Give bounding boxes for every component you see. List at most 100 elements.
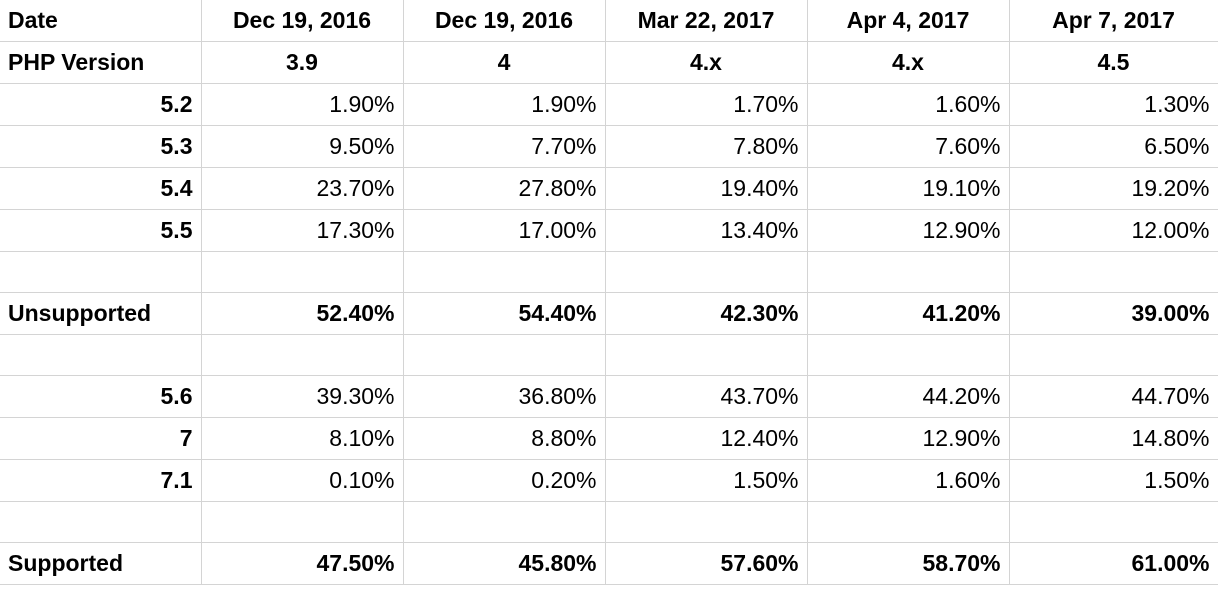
value-cell[interactable]: 0.20%: [403, 459, 606, 502]
value-cell[interactable]: 12.40%: [605, 417, 808, 460]
empty-cell[interactable]: [605, 334, 808, 376]
empty-cell[interactable]: [605, 501, 808, 543]
header-row-php-version: PHP Version 3.9 4 4.x 4.x 4.5: [0, 41, 1218, 84]
version-label-cell[interactable]: 7.1: [0, 459, 202, 502]
empty-cell[interactable]: [807, 251, 1010, 293]
value-cell[interactable]: 43.70%: [605, 375, 808, 418]
version-label-cell[interactable]: 5.5: [0, 209, 202, 252]
total-value-cell[interactable]: 39.00%: [1009, 292, 1218, 335]
version-row: 7.1 0.10% 0.20% 1.50% 1.60% 1.50%: [0, 459, 1218, 502]
total-row: Supported 47.50% 45.80% 57.60% 58.70% 61.00%: [0, 542, 1218, 585]
total-value-cell[interactable]: 41.20%: [807, 292, 1010, 335]
value-cell[interactable]: 39.30%: [201, 375, 404, 418]
empty-cell[interactable]: [807, 334, 1010, 376]
value-cell[interactable]: 8.10%: [201, 417, 404, 460]
empty-cell[interactable]: [403, 334, 606, 376]
value-cell[interactable]: 1.90%: [403, 83, 606, 126]
empty-cell[interactable]: [1009, 251, 1218, 293]
empty-cell[interactable]: [201, 334, 404, 376]
value-cell[interactable]: 1.50%: [605, 459, 808, 502]
header-cell[interactable]: Apr 4, 2017: [807, 0, 1010, 42]
total-value-cell[interactable]: 61.00%: [1009, 542, 1218, 585]
empty-cell[interactable]: [0, 501, 202, 543]
header-cell[interactable]: 4.x: [605, 41, 808, 84]
header-cell[interactable]: 3.9: [201, 41, 404, 84]
version-row: 5.6 39.30% 36.80% 43.70% 44.20% 44.70%: [0, 375, 1218, 418]
empty-cell[interactable]: [403, 251, 606, 293]
empty-cell[interactable]: [0, 334, 202, 376]
header-cell[interactable]: 4.5: [1009, 41, 1218, 84]
value-cell[interactable]: 1.30%: [1009, 83, 1218, 126]
empty-cell[interactable]: [0, 251, 202, 293]
header-row-date: Date Dec 19, 2016 Dec 19, 2016 Mar 22, 2017…: [0, 0, 1218, 42]
value-cell[interactable]: 19.40%: [605, 167, 808, 210]
empty-cell[interactable]: [1009, 334, 1218, 376]
empty-cell[interactable]: [807, 501, 1010, 543]
value-cell[interactable]: 19.10%: [807, 167, 1010, 210]
value-cell[interactable]: 6.50%: [1009, 125, 1218, 168]
value-cell[interactable]: 13.40%: [605, 209, 808, 252]
total-value-cell[interactable]: 54.40%: [403, 292, 606, 335]
header-cell[interactable]: Dec 19, 2016: [403, 0, 606, 42]
total-value-cell[interactable]: 57.60%: [605, 542, 808, 585]
value-cell[interactable]: 12.90%: [807, 417, 1010, 460]
empty-cell[interactable]: [201, 251, 404, 293]
value-cell[interactable]: 27.80%: [403, 167, 606, 210]
value-cell[interactable]: 17.30%: [201, 209, 404, 252]
empty-cell[interactable]: [1009, 501, 1218, 543]
total-value-cell[interactable]: 47.50%: [201, 542, 404, 585]
value-cell[interactable]: 14.80%: [1009, 417, 1218, 460]
version-label-cell[interactable]: 5.3: [0, 125, 202, 168]
value-cell[interactable]: 17.00%: [403, 209, 606, 252]
value-cell[interactable]: 12.00%: [1009, 209, 1218, 252]
total-label-cell[interactable]: Supported: [0, 542, 202, 585]
total-value-cell[interactable]: 42.30%: [605, 292, 808, 335]
total-value-cell[interactable]: 45.80%: [403, 542, 606, 585]
value-cell[interactable]: 12.90%: [807, 209, 1010, 252]
value-cell[interactable]: 1.90%: [201, 83, 404, 126]
version-row: 5.3 9.50% 7.70% 7.80% 7.60% 6.50%: [0, 125, 1218, 168]
empty-cell[interactable]: [201, 501, 404, 543]
total-label-cell[interactable]: Unsupported: [0, 292, 202, 335]
value-cell[interactable]: 44.20%: [807, 375, 1010, 418]
header-cell[interactable]: Dec 19, 2016: [201, 0, 404, 42]
value-cell[interactable]: 1.70%: [605, 83, 808, 126]
header-label-cell[interactable]: PHP Version: [0, 41, 202, 84]
version-label-cell[interactable]: 7: [0, 417, 202, 460]
version-row: 5.5 17.30% 17.00% 13.40% 12.90% 12.00%: [0, 209, 1218, 252]
header-label-cell[interactable]: Date: [0, 0, 202, 42]
value-cell[interactable]: 9.50%: [201, 125, 404, 168]
version-label-cell[interactable]: 5.4: [0, 167, 202, 210]
header-cell[interactable]: Apr 7, 2017: [1009, 0, 1218, 42]
version-row: 5.2 1.90% 1.90% 1.70% 1.60% 1.30%: [0, 83, 1218, 126]
value-cell[interactable]: 7.70%: [403, 125, 606, 168]
value-cell[interactable]: 36.80%: [403, 375, 606, 418]
value-cell[interactable]: 1.60%: [807, 459, 1010, 502]
value-cell[interactable]: 19.20%: [1009, 167, 1218, 210]
empty-cell[interactable]: [605, 251, 808, 293]
version-row: 7 8.10% 8.80% 12.40% 12.90% 14.80%: [0, 417, 1218, 460]
empty-row: [0, 334, 1218, 376]
version-label-cell[interactable]: 5.6: [0, 375, 202, 418]
header-cell[interactable]: 4: [403, 41, 606, 84]
version-row: 5.4 23.70% 27.80% 19.40% 19.10% 19.20%: [0, 167, 1218, 210]
value-cell[interactable]: 23.70%: [201, 167, 404, 210]
empty-row: [0, 251, 1218, 293]
value-cell[interactable]: 7.60%: [807, 125, 1010, 168]
value-cell[interactable]: 1.50%: [1009, 459, 1218, 502]
value-cell[interactable]: 0.10%: [201, 459, 404, 502]
total-row: Unsupported 52.40% 54.40% 42.30% 41.20% 39.00…: [0, 292, 1218, 335]
header-cell[interactable]: Mar 22, 2017: [605, 0, 808, 42]
empty-row: [0, 501, 1218, 543]
total-value-cell[interactable]: 52.40%: [201, 292, 404, 335]
version-label-cell[interactable]: 5.2: [0, 83, 202, 126]
value-cell[interactable]: 1.60%: [807, 83, 1010, 126]
total-value-cell[interactable]: 58.70%: [807, 542, 1010, 585]
value-cell[interactable]: 7.80%: [605, 125, 808, 168]
empty-cell[interactable]: [403, 501, 606, 543]
value-cell[interactable]: 44.70%: [1009, 375, 1218, 418]
value-cell[interactable]: 8.80%: [403, 417, 606, 460]
header-cell[interactable]: 4.x: [807, 41, 1010, 84]
